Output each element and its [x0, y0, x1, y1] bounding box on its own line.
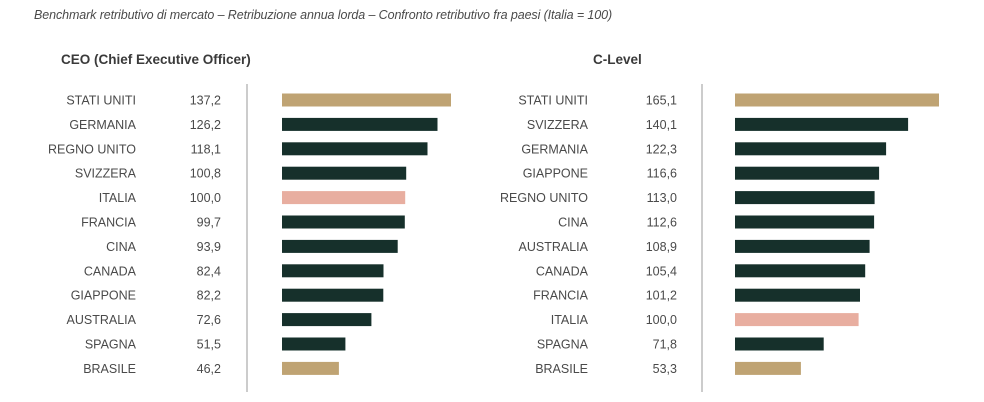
clevel-value-label: 112,6	[647, 216, 677, 230]
ceo-value-label: 82,4	[197, 264, 221, 278]
ceo-category-label: GIAPPONE	[71, 289, 136, 303]
ceo-value-label: 118,1	[191, 142, 221, 156]
ceo-bar	[282, 313, 372, 327]
clevel-value-label: 101,2	[646, 289, 677, 303]
ceo-category-label: SVIZZERA	[75, 167, 137, 181]
ceo-value-label: 126,2	[190, 118, 221, 132]
ceo-bar	[282, 215, 405, 229]
clevel-category-label: REGNO UNITO	[500, 191, 588, 205]
chart-subtitle: Benchmark retributivo di mercato – Retri…	[34, 8, 613, 22]
clevel-value-label: 113,0	[647, 191, 677, 205]
clevel-category-label: GIAPPONE	[523, 167, 588, 181]
clevel-category-label: AUSTRALIA	[519, 240, 589, 254]
clevel-value-label: 100,0	[646, 313, 677, 327]
ceo-category-label: CINA	[106, 240, 137, 254]
ceo-bar	[282, 264, 384, 278]
ceo-bar-chart: STATI UNITI 137,2 GERMANIA 126,2 REGNO UNITO…	[48, 84, 451, 392]
ceo-bar	[282, 117, 438, 131]
ceo-value-label: 137,2	[190, 94, 221, 108]
ceo-bar	[282, 142, 428, 156]
clevel-category-label: FRANCIA	[533, 289, 589, 303]
ceo-category-label: STATI UNITI	[66, 94, 136, 108]
clevel-category-label: CANADA	[536, 264, 589, 278]
ceo-value-label: 51,5	[197, 338, 221, 352]
clevel-bar	[735, 93, 939, 107]
clevel-category-label: GERMANIA	[521, 142, 588, 156]
ceo-category-label: BRASILE	[83, 362, 136, 376]
ceo-category-label: AUSTRALIA	[67, 313, 137, 327]
ceo-value-label: 99,7	[197, 216, 221, 230]
clevel-bar	[735, 142, 887, 156]
ceo-bar	[282, 361, 339, 375]
ceo-value-label: 82,2	[197, 289, 221, 303]
ceo-category-label: FRANCIA	[81, 216, 137, 230]
ceo-value-label: 72,6	[197, 313, 221, 327]
clevel-value-label: 108,9	[646, 240, 677, 254]
clevel-bar	[735, 313, 859, 327]
ceo-category-label: GERMANIA	[69, 118, 136, 132]
ceo-bar	[282, 166, 407, 180]
clevel-bar-chart: STATI UNITI 165,1 SVIZZERA 140,1 GERMANIA 122…	[500, 84, 939, 392]
clevel-category-label: ITALIA	[551, 313, 589, 327]
ceo-chart-title: CEO (Chief Executive Officer)	[61, 52, 251, 67]
clevel-value-label: 165,1	[646, 94, 677, 108]
clevel-value-label: 53,3	[653, 362, 677, 376]
ceo-value-label: 100,8	[190, 167, 221, 181]
ceo-bar	[282, 337, 346, 351]
ceo-category-label: CANADA	[84, 264, 137, 278]
ceo-value-label: 46,2	[197, 362, 221, 376]
clevel-bar	[735, 191, 875, 205]
clevel-bar	[735, 288, 860, 302]
clevel-bar	[735, 361, 801, 375]
clevel-bar	[735, 264, 866, 278]
clevel-category-label: SPAGNA	[537, 338, 589, 352]
clevel-bar	[735, 117, 909, 131]
clevel-value-label: 122,3	[646, 142, 677, 156]
ceo-category-label: REGNO UNITO	[48, 142, 136, 156]
clevel-bar	[735, 239, 870, 253]
clevel-bar	[735, 337, 824, 351]
clevel-value-label: 116,6	[647, 167, 677, 181]
clevel-category-label: CINA	[558, 216, 589, 230]
clevel-category-label: STATI UNITI	[518, 94, 588, 108]
clevel-bar	[735, 215, 875, 229]
ceo-bar	[282, 93, 451, 107]
ceo-bar	[282, 288, 384, 302]
ceo-value-label: 100,0	[190, 191, 221, 205]
clevel-bar	[735, 166, 880, 180]
clevel-category-label: SVIZZERA	[527, 118, 589, 132]
ceo-category-label: ITALIA	[99, 191, 137, 205]
ceo-category-label: SPAGNA	[85, 338, 137, 352]
ceo-bar	[282, 191, 406, 205]
clevel-value-label: 71,8	[653, 338, 677, 352]
clevel-chart-title: C-Level	[593, 52, 642, 67]
clevel-value-label: 105,4	[646, 264, 677, 278]
clevel-value-label: 140,1	[646, 118, 677, 132]
ceo-bar	[282, 239, 398, 253]
ceo-value-label: 93,9	[197, 240, 221, 254]
clevel-category-label: BRASILE	[535, 362, 588, 376]
